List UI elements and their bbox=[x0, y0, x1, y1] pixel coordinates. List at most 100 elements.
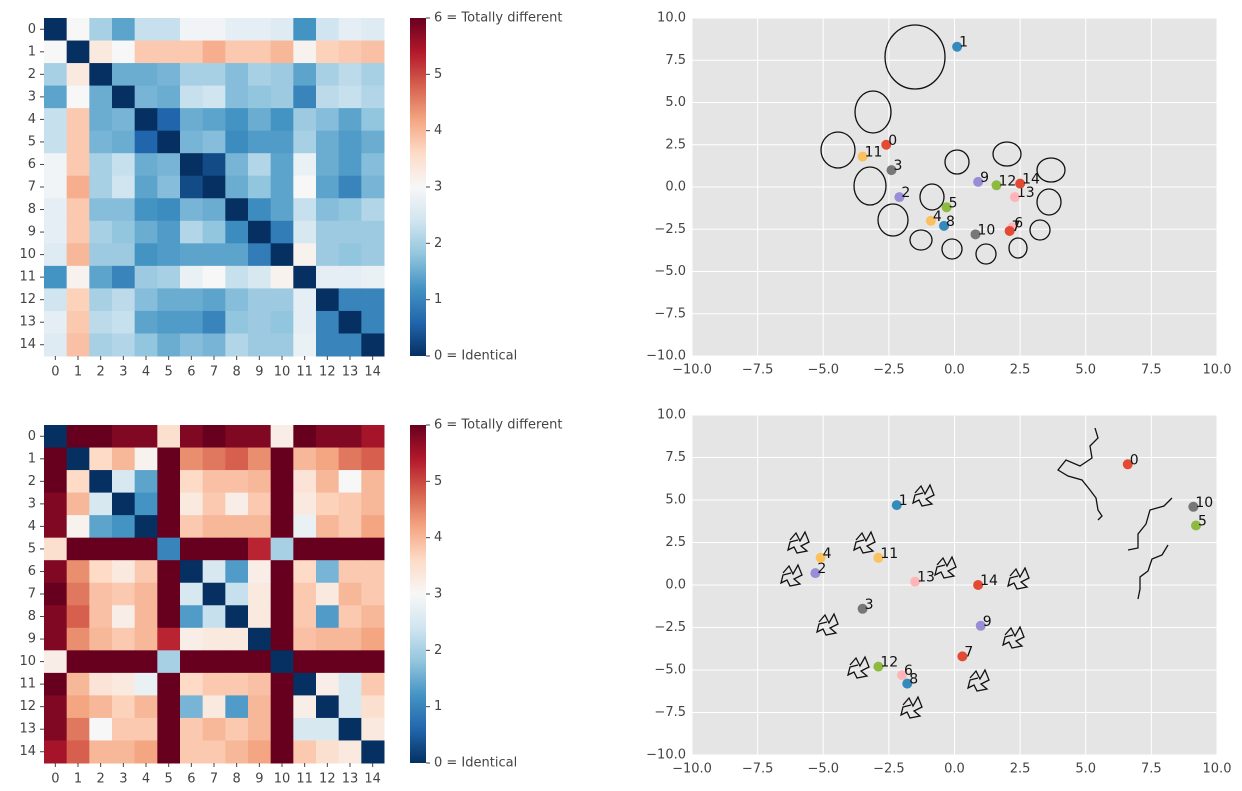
y-tick-label: −7.5 bbox=[654, 306, 686, 321]
heatmap-cell bbox=[339, 41, 362, 64]
heatmap-cell bbox=[293, 333, 316, 356]
point-label: 0 bbox=[1130, 452, 1139, 468]
heatmap-cell bbox=[339, 740, 362, 763]
heatmap-cell bbox=[44, 493, 67, 516]
heatmap-cell bbox=[361, 695, 384, 718]
heatmap-cell bbox=[112, 583, 135, 606]
heatmap-cell bbox=[271, 131, 294, 154]
x-tick-label: 4 bbox=[142, 365, 150, 380]
heatmap-cell bbox=[271, 448, 294, 471]
heatmap-cell bbox=[67, 221, 90, 244]
heatmap-cell bbox=[316, 333, 339, 356]
heatmap-cell bbox=[112, 86, 135, 109]
heatmap-cell bbox=[89, 86, 112, 109]
heatmap-cell bbox=[271, 718, 294, 741]
heatmap-cell bbox=[271, 311, 294, 334]
point-label: 1 bbox=[959, 35, 968, 51]
heatmap-cell bbox=[339, 538, 362, 561]
heatmap-cell bbox=[271, 425, 294, 448]
colorbar-tick-label: 3 bbox=[434, 180, 442, 195]
heatmap-cell bbox=[225, 221, 248, 244]
point-label: 12 bbox=[999, 173, 1017, 189]
heatmap-cell bbox=[225, 198, 248, 221]
heatmap-cell bbox=[112, 470, 135, 493]
heatmap-cell bbox=[112, 650, 135, 673]
heatmap-cell bbox=[225, 695, 248, 718]
heatmap-cell bbox=[180, 153, 203, 176]
heatmap-cell bbox=[67, 695, 90, 718]
heatmap-cell bbox=[316, 740, 339, 763]
x-tick-label: 2.5 bbox=[1010, 363, 1031, 378]
heatmap-cell bbox=[157, 740, 180, 763]
point-label: 10 bbox=[978, 222, 996, 238]
heatmap-cell bbox=[293, 131, 316, 154]
y-tick-label: 2.5 bbox=[665, 535, 686, 550]
heatmap-cell bbox=[112, 311, 135, 334]
heatmap-cell bbox=[361, 718, 384, 741]
heatmap-cell bbox=[89, 108, 112, 131]
heatmap-cell bbox=[225, 266, 248, 289]
heatmap-cell bbox=[89, 470, 112, 493]
heatmap-cell bbox=[271, 63, 294, 86]
heatmap-cell bbox=[271, 41, 294, 64]
point-label: 2 bbox=[817, 561, 826, 577]
heatmap-cell bbox=[112, 538, 135, 561]
heatmap-cell bbox=[271, 176, 294, 199]
heatmap-cell bbox=[316, 221, 339, 244]
point-label: 14 bbox=[980, 573, 998, 589]
heatmap-cell bbox=[112, 18, 135, 41]
heatmap-cell bbox=[293, 425, 316, 448]
heatmap-cell bbox=[225, 176, 248, 199]
heatmap-cell bbox=[339, 333, 362, 356]
x-tick-label: −10.0 bbox=[672, 762, 712, 777]
heatmap-cell bbox=[135, 266, 158, 289]
heatmap-cell bbox=[44, 718, 67, 741]
heatmap-cell bbox=[203, 153, 226, 176]
heatmap-cell bbox=[203, 628, 226, 651]
heatmap-cell bbox=[271, 605, 294, 628]
heatmap-cell bbox=[316, 86, 339, 109]
y-tick-label: −2.5 bbox=[654, 222, 686, 237]
heatmap-cell bbox=[67, 288, 90, 311]
heatmap-cell bbox=[339, 515, 362, 538]
y-tick-label: 6 bbox=[28, 157, 36, 172]
heatmap-cell bbox=[157, 41, 180, 64]
x-tick-label: 10.0 bbox=[1203, 762, 1232, 777]
heatmap-cell bbox=[316, 198, 339, 221]
heatmap-cell bbox=[135, 650, 158, 673]
heatmap-cell bbox=[271, 221, 294, 244]
heatmap-cell bbox=[316, 605, 339, 628]
heatmap-cell bbox=[89, 538, 112, 561]
heatmap-cell bbox=[180, 108, 203, 131]
heatmap-cell bbox=[225, 605, 248, 628]
heatmap-cell bbox=[248, 41, 271, 64]
heatmap-cell bbox=[293, 538, 316, 561]
point-label: 0 bbox=[888, 133, 897, 149]
heatmap-cell bbox=[44, 333, 67, 356]
heatmap-cell bbox=[361, 176, 384, 199]
heatmap-cell bbox=[271, 583, 294, 606]
heatmap-cell bbox=[339, 131, 362, 154]
x-tick-label: −2.5 bbox=[873, 762, 905, 777]
x-tick-label: 1 bbox=[74, 365, 82, 380]
heatmap-cell bbox=[293, 740, 316, 763]
x-tick-label: 8 bbox=[233, 365, 241, 380]
heatmap-cell bbox=[67, 243, 90, 266]
heatmap-cell bbox=[248, 63, 271, 86]
heatmap-cell bbox=[135, 198, 158, 221]
y-tick-label: 4 bbox=[28, 112, 36, 127]
heatmap-cell bbox=[293, 560, 316, 583]
heatmap-cell bbox=[157, 538, 180, 561]
heatmap-cell bbox=[339, 448, 362, 471]
heatmap-cell bbox=[316, 108, 339, 131]
x-tick-label: 6 bbox=[187, 365, 195, 380]
heatmap-cell bbox=[293, 266, 316, 289]
y-tick-label: 1 bbox=[28, 44, 36, 59]
x-tick-label: 8 bbox=[233, 772, 241, 787]
heatmap-cell bbox=[203, 470, 226, 493]
heatmap-cell bbox=[157, 311, 180, 334]
heatmap-cell bbox=[248, 583, 271, 606]
y-tick-label: 3 bbox=[28, 496, 36, 511]
heatmap-cell bbox=[248, 470, 271, 493]
heatmap-cell bbox=[157, 695, 180, 718]
